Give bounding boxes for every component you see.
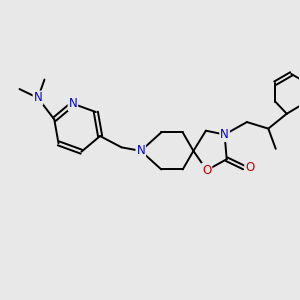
Text: N: N [136, 144, 145, 158]
Text: O: O [202, 164, 212, 177]
Text: N: N [34, 92, 42, 104]
Text: O: O [245, 161, 254, 174]
Text: N: N [69, 97, 77, 110]
Text: N: N [220, 128, 229, 141]
